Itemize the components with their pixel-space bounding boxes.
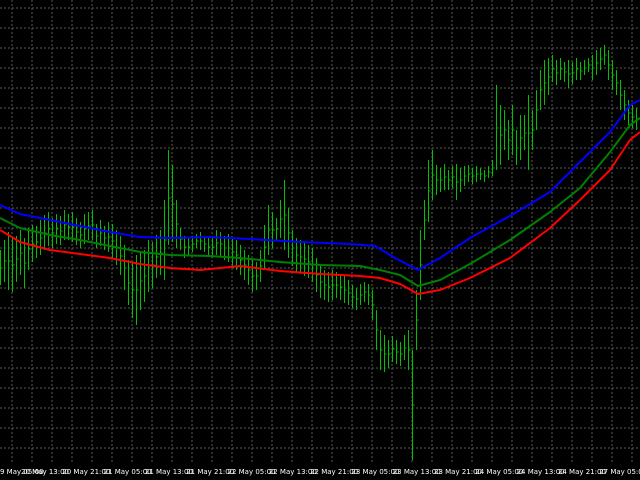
moving-average-lines bbox=[0, 99, 640, 295]
x-tick-label: 27 May 05:00 bbox=[599, 468, 640, 476]
x-tick-label: 24 May 21:00 bbox=[558, 468, 606, 476]
x-tick-label: 9 May 05:00 bbox=[0, 468, 44, 476]
price-bars bbox=[0, 45, 639, 460]
x-tick-label: 23 May 05:00 bbox=[351, 468, 399, 476]
x-tick-label: 22 May 05:00 bbox=[228, 468, 276, 476]
x-tick-label: 20 May 21:00 bbox=[62, 468, 110, 476]
x-tick-label: 21 May 05:00 bbox=[104, 468, 152, 476]
x-tick-label: 24 May 05:00 bbox=[475, 468, 523, 476]
x-tick-label: 24 May 13:00 bbox=[517, 468, 565, 476]
x-tick-label: 21 May 13:00 bbox=[145, 468, 193, 476]
x-tick-label: 22 May 13:00 bbox=[269, 468, 317, 476]
series-line-3 bbox=[0, 131, 640, 295]
x-tick-label: 23 May 21:00 bbox=[434, 468, 482, 476]
x-tick-label: 21 May 21:00 bbox=[186, 468, 234, 476]
series-line-1 bbox=[0, 99, 640, 271]
series-line-2 bbox=[0, 117, 640, 287]
x-tick-label: 22 May 21:00 bbox=[310, 468, 358, 476]
x-tick-label: 20 May 13:00 bbox=[21, 468, 69, 476]
x-tick-label: 23 May 13:00 bbox=[393, 468, 441, 476]
